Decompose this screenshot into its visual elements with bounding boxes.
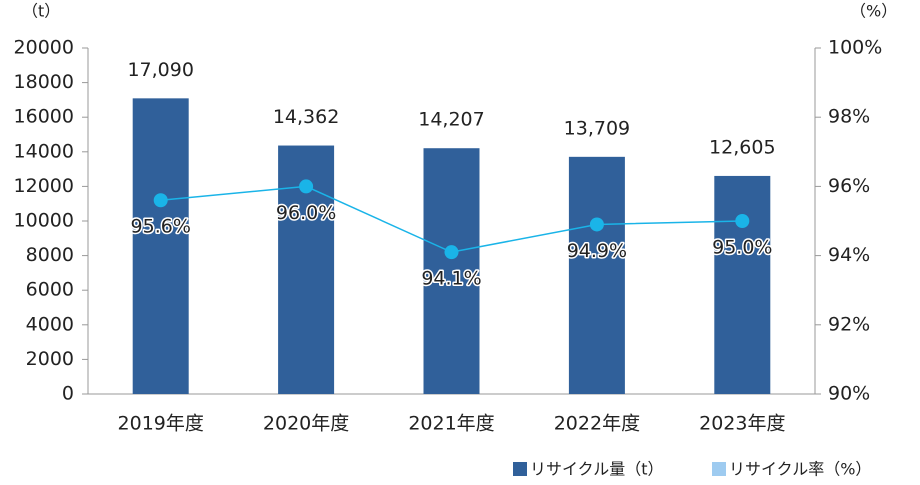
y-tick-label: 20000	[14, 37, 74, 59]
legend-label: リサイクル率（%）	[729, 460, 871, 479]
bar	[568, 156, 625, 394]
x-tick-label: 2023年度	[699, 413, 785, 435]
point	[735, 214, 750, 228]
point-label: 96.0%	[276, 202, 336, 224]
bar-label: 13,709	[564, 117, 630, 139]
bar-label: 17,090	[127, 59, 193, 81]
legend-swatch	[513, 462, 527, 476]
point	[444, 245, 459, 260]
point-label: 95.0%	[712, 237, 772, 259]
y-tick-label: 12000	[14, 175, 74, 197]
y-tick-label: 2000	[26, 348, 74, 370]
y2-tick-label: 100%	[828, 37, 882, 59]
bar-label: 14,207	[418, 109, 484, 131]
bar	[423, 148, 480, 394]
y2-axis-title: （%）	[850, 2, 897, 21]
y2-tick-label: 98%	[828, 106, 870, 128]
point	[589, 217, 604, 232]
point-label: 94.1%	[421, 268, 481, 290]
point-label: 94.9%	[567, 240, 627, 262]
point	[299, 179, 314, 194]
y-tick-label: 14000	[14, 140, 74, 162]
legend-label: リサイクル量（t）	[530, 460, 663, 479]
y-tick-label: 18000	[14, 71, 74, 93]
x-tick-label: 2019年度	[118, 413, 204, 435]
y-tick-label: 4000	[26, 313, 74, 335]
y2-tick-label: 94%	[828, 244, 870, 266]
y2-tick-label: 96%	[828, 175, 870, 197]
y-tick-label: 8000	[26, 244, 74, 266]
bar	[714, 175, 771, 394]
point	[153, 193, 168, 208]
bar-label: 12,605	[709, 136, 775, 158]
y-axis-title: （t）	[22, 2, 60, 21]
bar-label: 14,362	[273, 106, 339, 128]
y-tick-label: 6000	[26, 279, 74, 301]
y-tick-label: 0	[62, 383, 74, 405]
y2-tick-label: 90%	[828, 383, 870, 405]
x-tick-label: 2021年度	[408, 413, 494, 435]
y-tick-label: 16000	[14, 106, 74, 128]
x-tick-label: 2020年度	[263, 413, 349, 435]
point-label: 95.6%	[131, 216, 191, 238]
legend-swatch	[712, 462, 726, 476]
bar	[132, 98, 189, 394]
y2-tick-label: 92%	[828, 313, 870, 335]
y-tick-label: 10000	[14, 210, 74, 232]
x-tick-label: 2022年度	[554, 413, 640, 435]
